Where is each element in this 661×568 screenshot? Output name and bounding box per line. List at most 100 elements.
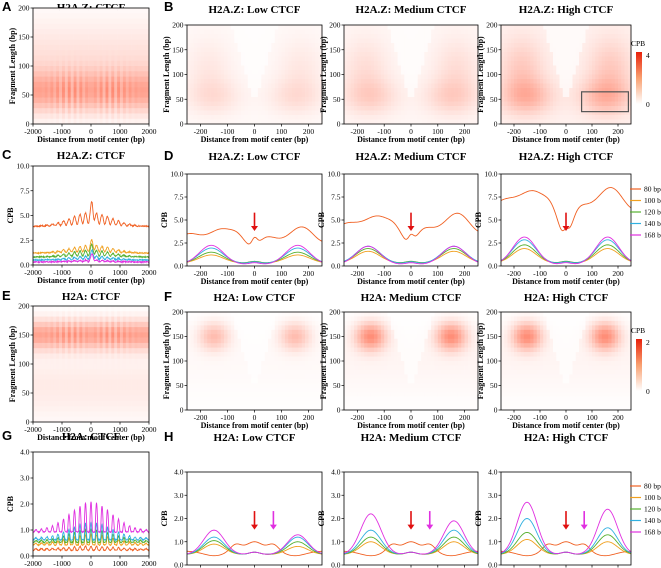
heat-cell (530, 92, 534, 98)
heat-cell (533, 56, 538, 62)
heat-cell (56, 118, 60, 125)
heat-cell (582, 38, 586, 44)
heat-cell (387, 83, 392, 89)
heat-cell (220, 70, 225, 75)
heat-cell (546, 25, 551, 30)
heat-cell (122, 374, 127, 381)
heat-cell (427, 74, 432, 80)
heat-cell (354, 110, 358, 116)
heat-cell (41, 379, 45, 386)
heat-cell (451, 115, 455, 120)
heat-cell (257, 97, 262, 102)
heat-cell (308, 88, 313, 93)
heat-cell (120, 348, 124, 354)
heat-cell (464, 25, 469, 30)
heat-cell (507, 38, 512, 44)
heat-cell (88, 342, 92, 349)
heat-cell (82, 71, 86, 77)
heat-cell (70, 44, 74, 51)
heat-cell (193, 405, 198, 411)
heat-cell (207, 56, 211, 62)
heat-cell (102, 327, 106, 333)
heat-cell (125, 8, 129, 14)
heat-cell (278, 56, 282, 62)
heat-cell (200, 38, 205, 44)
heat-cell (579, 65, 583, 71)
heat-cell (125, 71, 129, 77)
heat-cell (281, 74, 286, 80)
heat-cell (278, 119, 282, 125)
heat-cell (308, 52, 313, 57)
heat-cell (295, 38, 299, 44)
heat-cell (210, 56, 215, 62)
heat-cell (553, 65, 557, 71)
heat-cell (146, 39, 150, 46)
heat-cell (230, 88, 235, 93)
heat-cell (311, 38, 316, 44)
heat-cell (93, 353, 98, 360)
heat-cell (384, 47, 388, 53)
heat-cell (295, 56, 299, 62)
panel-title: H2A.Z: Low CTCF (209, 4, 301, 16)
heat-cell (227, 369, 232, 375)
heat-cell (91, 385, 95, 391)
heat-cell (291, 97, 296, 102)
heat-cell (247, 119, 252, 125)
heat-cell (33, 13, 37, 19)
heat-cell (575, 56, 580, 62)
heat-cell (125, 348, 129, 354)
y-tick-label: 10.0 (170, 170, 183, 179)
heat-cell (88, 39, 92, 46)
heat-cell (582, 119, 586, 125)
heat-cell (203, 374, 208, 380)
heat-cell (91, 374, 95, 381)
heat-cell (47, 395, 51, 402)
heat-cell (370, 29, 375, 35)
heat-cell (125, 316, 129, 323)
heat-cell (517, 115, 521, 120)
heat-cell (91, 92, 95, 98)
heat-cell (520, 52, 525, 57)
heat-cell (62, 406, 66, 412)
heat-cell (467, 56, 472, 62)
heat-cell (387, 106, 392, 111)
heat-cell (230, 74, 235, 80)
heat-cell (91, 50, 95, 56)
heat-cell (451, 92, 455, 98)
heat-cell (120, 92, 124, 98)
heat-cell (514, 56, 518, 62)
heat-cell (257, 34, 262, 39)
heat-cell (187, 47, 191, 53)
heat-cell (533, 25, 538, 30)
heat-cell (67, 29, 71, 35)
heat-cell (540, 25, 544, 30)
heat-cell (41, 113, 45, 120)
heat-cell (96, 311, 100, 317)
heat-cell (70, 416, 74, 423)
heat-cell (301, 34, 306, 39)
heat-cell (128, 34, 132, 40)
heat-cell (200, 97, 205, 102)
heat-cell (50, 97, 54, 104)
heat-cell (291, 101, 296, 107)
heat-cell (447, 101, 452, 107)
heat-cell (114, 29, 118, 35)
heat-cell (543, 74, 547, 80)
heat-cell (605, 88, 609, 93)
heat-cell (254, 56, 259, 62)
heat-cell (540, 61, 544, 66)
heat-cell (427, 106, 432, 111)
heat-cell (82, 97, 86, 104)
heat-cell (527, 101, 531, 107)
heat-cell (281, 65, 286, 71)
heat-cell (556, 56, 560, 62)
heat-cell (257, 29, 262, 35)
heat-cell (588, 38, 593, 44)
heat-cell (41, 81, 45, 88)
heat-cell (417, 115, 422, 120)
heat-cell (134, 411, 138, 418)
heat-cell (47, 342, 51, 349)
heat-cell (187, 79, 191, 84)
heat-cell (108, 332, 112, 338)
heat-cell (315, 106, 319, 111)
